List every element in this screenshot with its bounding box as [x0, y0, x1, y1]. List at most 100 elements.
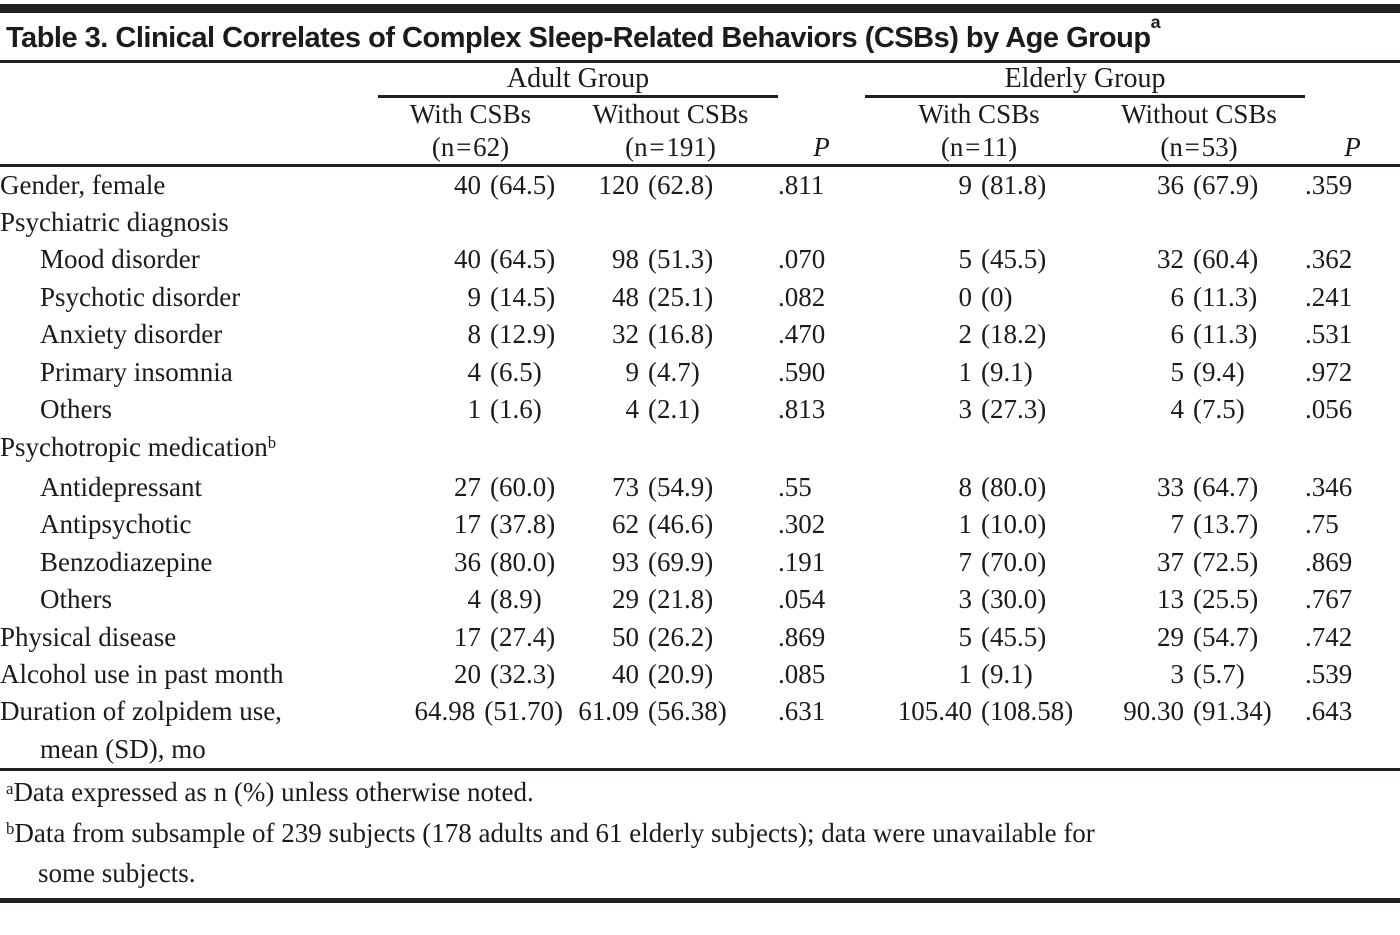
p-value-cell: .470: [778, 319, 826, 350]
data-cell: 9 (4.7): [625, 356, 700, 387]
p-value-cell: .362: [1305, 244, 1353, 275]
data-cell: 29 (21.8): [612, 584, 714, 615]
footnote-marker: a: [6, 778, 14, 798]
data-cell: 7 (13.7): [1170, 509, 1259, 540]
table-title-text: Table 3. Clinical Correlates of Complex …: [6, 21, 1151, 54]
empty-cell: [0, 96, 378, 167]
top-rule: [0, 4, 1400, 13]
p-value-cell: .070: [778, 244, 826, 275]
row-label: Anxiety disorder: [40, 319, 223, 350]
p-value-cell: .531: [1305, 319, 1353, 350]
column-header-line2: (n = 191): [625, 131, 716, 162]
p-value-cell: .346: [1305, 471, 1353, 502]
data-cell: 50 (26.2): [612, 621, 714, 652]
row-label: Mood disorder: [40, 244, 200, 275]
data-cell: 1 (9.1): [958, 658, 1033, 689]
footnotes: aData expressed as n (%) unless otherwis…: [0, 771, 1400, 893]
data-cell: 6 (11.3): [1170, 319, 1258, 350]
table-row-primary-insomnia: Primary insomnia 4 (6.5) 9 (4.7) .590 1 (9.…: [0, 354, 1400, 391]
adult-without-csbs-header: Without CSBs (n = 191): [563, 96, 779, 167]
data-cell: 90.30 (91.34): [1123, 696, 1272, 727]
row-label: Duration of zolpidem use, mean (SD), mo: [0, 693, 378, 769]
row-label: Primary insomnia: [40, 356, 233, 387]
p-value-cell: .972: [1305, 356, 1353, 387]
row-label: Psychotic disorder: [40, 281, 241, 312]
data-cell: 73 (54.9): [612, 471, 714, 502]
footnote-text: Data from subsample of 239 subjects (178…: [14, 817, 1095, 848]
p-value-cell: .054: [778, 584, 826, 615]
data-cell: 17 (27.4): [454, 621, 556, 652]
data-cell: 8 (80.0): [958, 471, 1047, 502]
table-title-superscript: a: [1150, 11, 1161, 32]
data-cell: 1 (10.0): [958, 509, 1047, 540]
empty-cell: [778, 63, 865, 97]
table-row-antidepressant: Antidepressant 27 (60.0) 73 (54.9) .55 8 (8…: [0, 469, 1400, 506]
p-value-cell: .811: [778, 169, 825, 200]
data-cell: 36 (67.9): [1157, 169, 1259, 200]
section-label-text: Psychotropic medication: [0, 431, 268, 462]
section-label: Psychiatric diagnosis: [0, 207, 229, 238]
bottom-rule: [0, 897, 1400, 903]
clinical-correlates-table: Adult Group Elderly Group With CSBs (n =…: [0, 62, 1400, 772]
elderly-group-header: Elderly Group: [865, 62, 1306, 98]
p-value-cell: .869: [1305, 546, 1353, 577]
data-cell: 5 (9.4): [1170, 356, 1245, 387]
data-cell: 9 (81.8): [958, 169, 1047, 200]
data-cell: 4 (6.5): [467, 356, 542, 387]
column-header-line1: With CSBs: [918, 98, 1040, 129]
p-value-cell: .742: [1305, 621, 1353, 652]
p-value-cell: .085: [778, 658, 826, 689]
row-label: Benzodiazepine: [40, 546, 213, 577]
data-cell: 62 (46.6): [612, 509, 714, 540]
data-cell: 0 (0): [958, 281, 1013, 312]
data-cell: 4 (7.5): [1170, 394, 1245, 425]
p-value-cell: .55: [778, 471, 812, 502]
data-cell: 4 (2.1): [625, 394, 700, 425]
empty-cell: [1305, 63, 1400, 97]
data-cell: 5 (45.5): [958, 244, 1047, 275]
data-cell: 4 (8.9): [467, 584, 542, 615]
row-label: Antidepressant: [40, 471, 202, 502]
table-row-mood-disorder: Mood disorder 40 (64.5) 98 (51.3) .070 5 (4…: [0, 241, 1400, 278]
p-value-cell: .590: [778, 356, 826, 387]
data-cell: 6 (11.3): [1170, 281, 1258, 312]
data-cell: 13 (25.5): [1157, 584, 1259, 615]
adult-group-header: Adult Group: [378, 62, 779, 98]
data-cell: 105.40 (108.58): [897, 696, 1074, 727]
data-cell: 36 (80.0): [454, 546, 556, 577]
p-value-cell: .302: [778, 509, 826, 540]
table-row-psychotic-disorder: Psychotic disorder 9 (14.5) 48 (25.1) .082…: [0, 279, 1400, 316]
row-label: Physical disease: [0, 621, 177, 652]
data-cell: 2 (18.2): [958, 319, 1047, 350]
column-header-line2: (n = 53): [1160, 131, 1238, 162]
data-cell: 7 (70.0): [958, 546, 1047, 577]
p-value-cell: .813: [778, 394, 826, 425]
data-cell: 93 (69.9): [612, 546, 714, 577]
group-header-row: Adult Group Elderly Group: [0, 62, 1400, 98]
column-header-line1: Without CSBs: [592, 98, 749, 129]
data-cell: 8 (12.9): [467, 319, 556, 350]
table-header: Adult Group Elderly Group With CSBs (n =…: [0, 62, 1400, 167]
data-cell: 3 (5.7): [1170, 658, 1245, 689]
p-value-cell: .869: [778, 621, 826, 652]
data-cell: 48 (25.1): [612, 281, 714, 312]
table-row-antipsychotic: Antipsychotic 17 (37.8) 62 (46.6) .302 1 (1…: [0, 506, 1400, 543]
table-row-others-diagnosis: Others 1 (1.6) 4 (2.1) .813 3 (27.3) 4 (7.5)…: [0, 391, 1400, 428]
column-header-line2: (n = 62): [431, 131, 510, 162]
row-label: Others: [40, 394, 112, 425]
section-row-psychotropic-medication: Psychotropic medicationb: [0, 429, 1400, 469]
data-cell: 32 (16.8): [612, 319, 714, 350]
p-value-cell: .082: [778, 281, 826, 312]
row-label: Gender, female: [0, 169, 166, 200]
elderly-p-header: P: [1305, 96, 1400, 167]
data-cell: 9 (14.5): [467, 281, 556, 312]
row-label-line2: mean (SD), mo: [40, 733, 206, 764]
table-row-alcohol-use: Alcohol use in past month 20 (32.3) 40 (20…: [0, 656, 1400, 693]
data-cell: 3 (27.3): [958, 394, 1047, 425]
column-header-line2: (n = 11): [940, 131, 1018, 162]
empty-cell: [0, 63, 378, 97]
p-value-label: P: [813, 131, 830, 162]
elderly-without-csbs-header: Without CSBs (n = 53): [1093, 96, 1306, 167]
elderly-with-csbs-header: With CSBs (n = 11): [865, 96, 1094, 167]
adult-p-header: P: [778, 96, 866, 167]
